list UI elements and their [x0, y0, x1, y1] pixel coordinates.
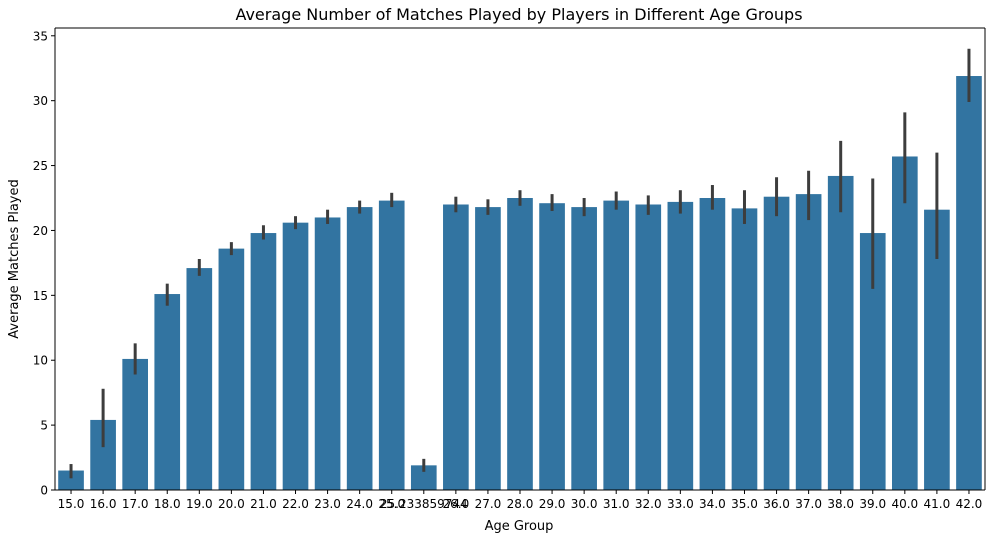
x-tick-label: 36.0: [763, 497, 790, 511]
y-tick-label: 30: [33, 94, 48, 108]
bar: [956, 76, 982, 491]
x-tick-label: 34.0: [699, 497, 726, 511]
bar: [250, 233, 277, 491]
bar: [635, 204, 662, 490]
bar: [58, 470, 84, 490]
bar: [282, 222, 309, 491]
x-axis-label: Age Group: [485, 519, 554, 534]
bar: [731, 208, 758, 490]
x-tick-label: 20.0: [218, 497, 245, 511]
bar: [507, 198, 533, 490]
x-tick-label: 15.0: [58, 497, 85, 511]
y-tick-label: 25: [33, 159, 48, 173]
error-bars-layer: [69, 48, 971, 479]
x-tick-label: 31.0: [603, 497, 630, 511]
x-tick-label: 42.0: [956, 497, 983, 511]
x-tick-label: 27.0: [475, 497, 502, 511]
bars-layer: [58, 76, 982, 491]
x-tick-label: 39.0: [859, 497, 886, 511]
bar: [699, 198, 726, 490]
x-tick-label: 35.0: [731, 497, 758, 511]
x-tick-label: 28.0: [507, 497, 534, 511]
bar: [475, 207, 501, 490]
x-tick-label: 38.0: [827, 497, 854, 511]
bar: [763, 196, 790, 490]
bar: [539, 203, 565, 490]
x-tick-label: 19.0: [186, 497, 213, 511]
bar: [667, 201, 694, 491]
y-ticks: 0 5 10 15 20 25 30 35: [33, 29, 55, 498]
bar: [122, 358, 148, 490]
x-tick-label: 22.0: [282, 497, 309, 511]
x-tick-label: 29.0: [539, 497, 566, 511]
bar: [603, 200, 630, 490]
x-ticks: 15.0 16.0 17.0 18.0 19.0 20.0 21.0 22.0 23.0 24.0…: [58, 490, 983, 511]
bar: [218, 248, 245, 490]
x-tick-label: 40.0: [891, 497, 918, 511]
x-tick-label: 30.0: [571, 497, 598, 511]
bar: [346, 207, 373, 490]
y-axis-label: Average Matches Played: [7, 179, 22, 338]
x-tick-label: 26.0: [443, 497, 470, 511]
x-tick-label: 41.0: [924, 497, 951, 511]
x-tick-label: 25.233859744: [380, 497, 468, 511]
y-tick-label: 0: [40, 484, 48, 498]
x-tick-label: 23.0: [314, 497, 341, 511]
axes: [54, 27, 986, 491]
x-tick-label: 32.0: [635, 497, 662, 511]
x-tick-label: 24.0: [346, 497, 373, 511]
y-tick-label: 15: [33, 289, 48, 303]
bar: [571, 207, 597, 490]
bar: [892, 156, 918, 490]
y-tick-label: 10: [33, 354, 48, 368]
y-tick-label: 5: [40, 419, 48, 433]
x-tick-label: 16.0: [90, 497, 117, 511]
bar: [795, 194, 822, 490]
bar: [827, 175, 854, 490]
bar: [314, 217, 341, 490]
chart-title: Average Number of Matches Played by Play…: [235, 5, 802, 24]
y-tick-label: 20: [33, 224, 48, 238]
bar: [154, 294, 181, 490]
x-tick-label: 33.0: [667, 497, 694, 511]
bar: [443, 204, 469, 490]
x-tick-label: 21.0: [250, 497, 277, 511]
x-tick-label: 25.0: [378, 497, 405, 511]
y-tick-label: 35: [33, 29, 48, 43]
x-tick-label: 37.0: [795, 497, 822, 511]
x-tick-label: 18.0: [154, 497, 181, 511]
bar: [186, 268, 213, 490]
bar: [378, 200, 405, 490]
x-tick-label: 17.0: [122, 497, 149, 511]
